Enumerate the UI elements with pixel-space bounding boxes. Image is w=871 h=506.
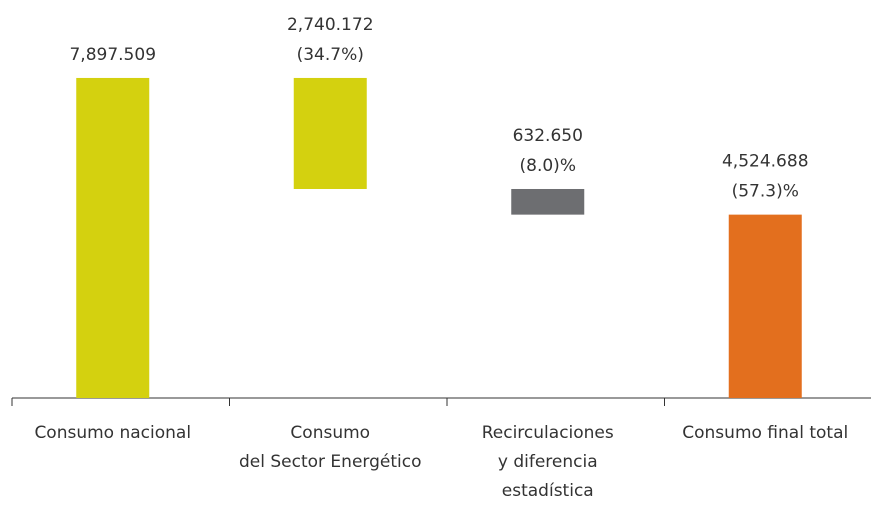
percent-label: (8.0)% bbox=[520, 156, 576, 176]
x-tick-label: Consumo nacional bbox=[34, 423, 191, 443]
bar bbox=[728, 214, 802, 398]
x-tick-label: Recirculaciones y diferencia estadística bbox=[482, 423, 614, 501]
value-label: 2,740.172 bbox=[287, 15, 374, 35]
x-tick-label: Consumo del Sector Energético bbox=[239, 423, 421, 472]
x-tick-label: Consumo final total bbox=[682, 423, 848, 443]
percent-label: (57.3)% bbox=[732, 182, 799, 202]
bar bbox=[511, 188, 585, 215]
value-label: 7,897.509 bbox=[69, 45, 156, 65]
percent-label: (34.7%) bbox=[297, 45, 364, 65]
bar bbox=[293, 77, 367, 189]
bar bbox=[76, 77, 150, 399]
value-label: 4,524.688 bbox=[722, 152, 809, 172]
value-label: 632.650 bbox=[513, 126, 583, 146]
